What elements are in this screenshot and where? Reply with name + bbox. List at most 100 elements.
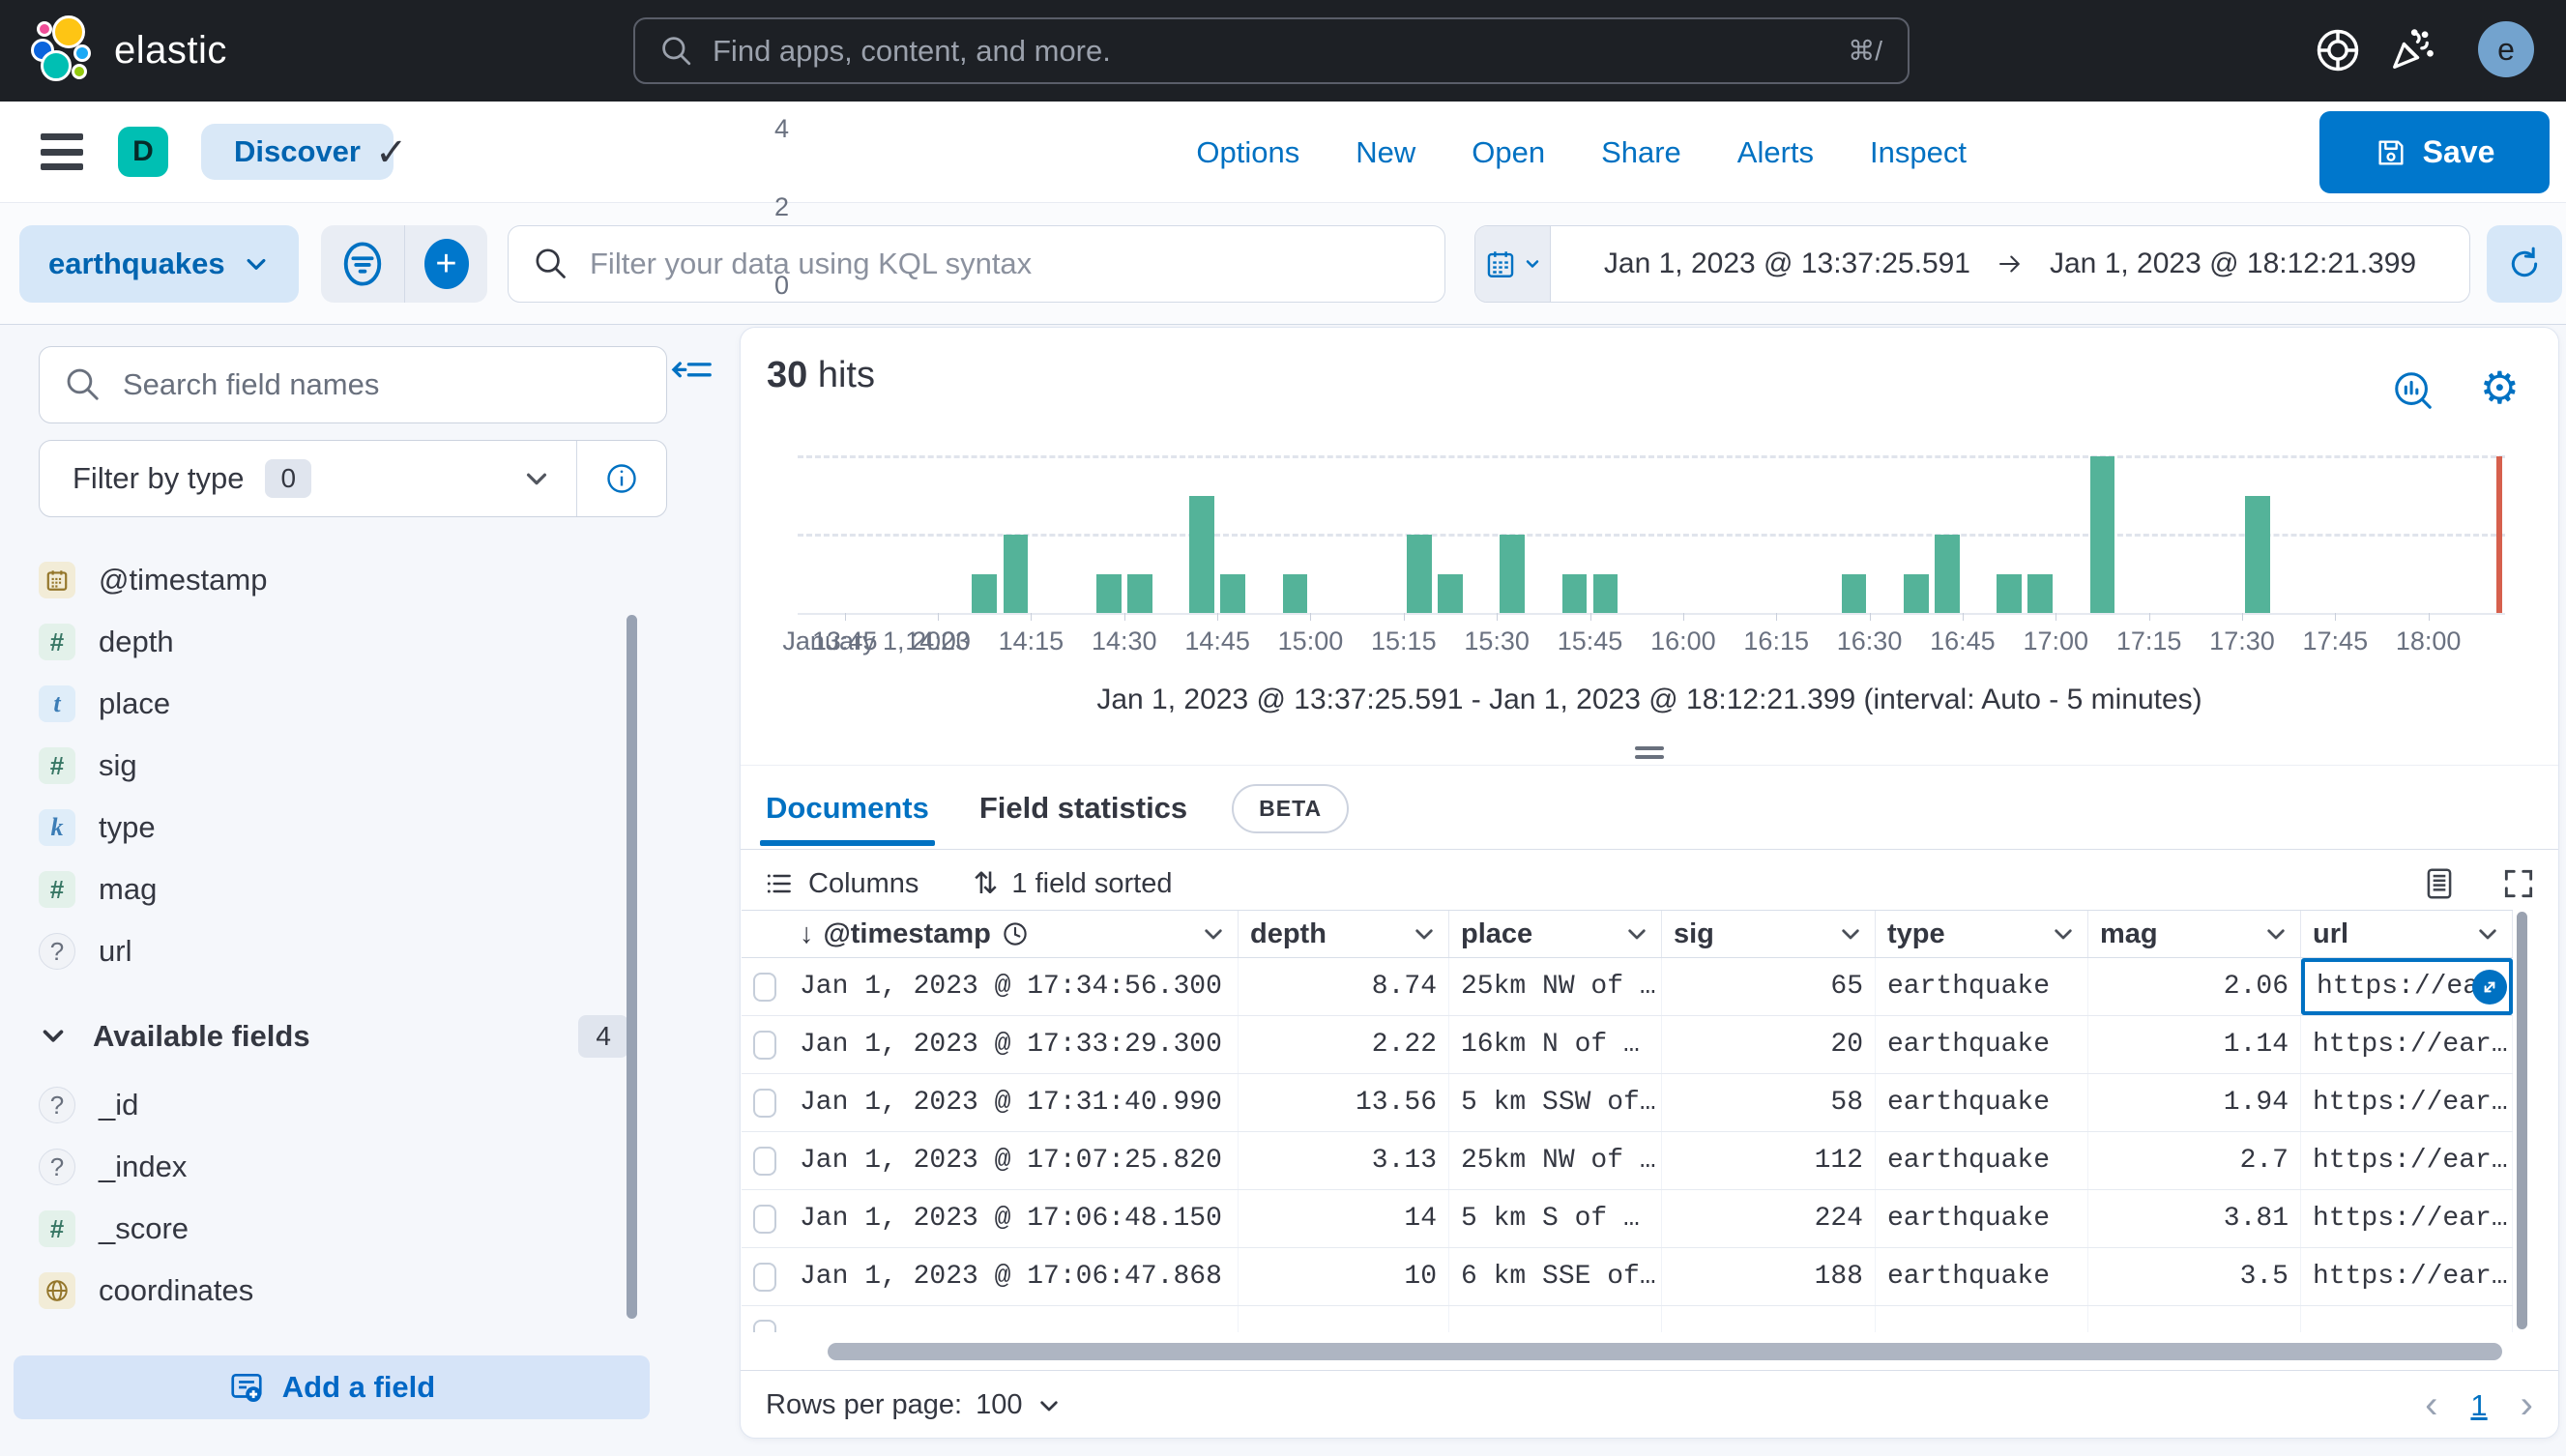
cell-url[interactable]: https://ear… bbox=[2301, 1132, 2513, 1189]
chevron-down-icon[interactable] bbox=[2475, 921, 2500, 946]
cell-mag[interactable]: 2.7 bbox=[2088, 1132, 2301, 1189]
field-item-mag[interactable]: # mag bbox=[39, 859, 599, 920]
page-number[interactable]: 1 bbox=[2470, 1387, 2488, 1422]
cell-sig[interactable]: 65 bbox=[1662, 958, 1876, 1015]
cell-place[interactable]: 25km NW of … bbox=[1449, 1132, 1662, 1189]
cell-type[interactable]: earthquake bbox=[1876, 1016, 2088, 1073]
chevron-down-icon[interactable] bbox=[2263, 921, 2289, 946]
cell-depth[interactable]: 3.13 bbox=[1239, 1132, 1449, 1189]
nav-link-alerts[interactable]: Alerts bbox=[1736, 134, 1815, 169]
table-horizontal-scrollbar[interactable] bbox=[828, 1343, 2502, 1360]
available-fields-header[interactable]: Available fields 4 bbox=[39, 1007, 628, 1065]
cell-type[interactable]: earthquake bbox=[1876, 1132, 2088, 1189]
saved-query-menu-button[interactable] bbox=[321, 225, 404, 303]
field-item-depth[interactable]: # depth bbox=[39, 611, 599, 673]
chevron-down-icon[interactable] bbox=[2051, 921, 2076, 946]
display-density-icon[interactable] bbox=[2421, 865, 2458, 902]
field-item-place[interactable]: t place bbox=[39, 673, 599, 735]
cell-mag[interactable]: 3.81 bbox=[2088, 1190, 2301, 1247]
cell-mag[interactable]: 3.5 bbox=[2088, 1248, 2301, 1305]
histogram-bar-16:50[interactable] bbox=[1997, 573, 2022, 613]
cell-place[interactable]: 5 km S of … bbox=[1449, 1190, 1662, 1247]
row-checkbox[interactable] bbox=[753, 1262, 776, 1292]
histogram-bar-16:35[interactable] bbox=[1903, 573, 1929, 613]
histogram-bar-15:20[interactable] bbox=[1438, 573, 1463, 613]
resize-handle[interactable] bbox=[1635, 742, 1664, 764]
gear-icon[interactable]: ⚙ bbox=[2479, 363, 2520, 413]
histogram-bar-14:25[interactable] bbox=[1095, 573, 1122, 613]
histogram-bar-17:05[interactable] bbox=[2089, 456, 2115, 613]
column-header-sig[interactable]: sig bbox=[1662, 911, 1876, 957]
column-header-url[interactable]: url bbox=[2301, 911, 2513, 957]
cell-url[interactable]: https://ear… bbox=[2301, 1016, 2513, 1073]
cell-mag[interactable]: 2.06 bbox=[2088, 958, 2301, 1015]
user-avatar[interactable]: e bbox=[2478, 21, 2534, 77]
nav-link-share[interactable]: Share bbox=[1601, 134, 1681, 169]
cell-sig[interactable]: 188 bbox=[1662, 1248, 1876, 1305]
cell-timestamp[interactable]: Jan 1, 2023 @ 17:33:29.300 bbox=[788, 1016, 1239, 1073]
fullscreen-icon[interactable] bbox=[2500, 865, 2537, 902]
field-item-id[interactable]: ? _id bbox=[39, 1074, 599, 1136]
cell-depth[interactable]: 10 bbox=[1239, 1248, 1449, 1305]
cell-depth[interactable]: 2.22 bbox=[1239, 1016, 1449, 1073]
filter-by-type-dropdown[interactable]: Filter by type 0 bbox=[39, 440, 667, 517]
columns-button[interactable]: Columns bbox=[764, 868, 919, 900]
histogram-bar-16:55[interactable] bbox=[2027, 573, 2054, 613]
date-to[interactable]: Jan 1, 2023 @ 18:12:21.399 bbox=[2050, 248, 2417, 279]
nav-link-options[interactable]: Options bbox=[1196, 134, 1300, 169]
cell-timestamp[interactable]: Jan 1, 2023 @ 17:06:47.868 bbox=[788, 1248, 1239, 1305]
histogram-bar-14:40[interactable] bbox=[1189, 495, 1214, 613]
cell-sig[interactable]: 20 bbox=[1662, 1016, 1876, 1073]
sort-fields-button[interactable]: ⇅ 1 field sorted bbox=[973, 866, 1172, 901]
field-item-coordinates[interactable]: coordinates bbox=[39, 1260, 599, 1322]
save-button[interactable]: Save bbox=[2319, 111, 2550, 193]
cell-depth[interactable]: 8.74 bbox=[1239, 958, 1449, 1015]
table-vertical-scrollbar[interactable] bbox=[2517, 912, 2527, 1329]
refresh-button[interactable] bbox=[2487, 225, 2562, 303]
menu-hamburger-icon[interactable] bbox=[41, 133, 83, 170]
cell-sig[interactable]: 112 bbox=[1662, 1132, 1876, 1189]
next-page-icon[interactable]: › bbox=[2520, 1383, 2533, 1426]
field-item-score[interactable]: # _score bbox=[39, 1198, 599, 1260]
histogram-bar-15:15[interactable] bbox=[1407, 535, 1432, 613]
histogram-bar-17:30[interactable] bbox=[2245, 495, 2270, 613]
cell-mag[interactable]: 1.14 bbox=[2088, 1016, 2301, 1073]
field-item-url[interactable]: ? url bbox=[39, 920, 599, 982]
histogram-bar-14:55[interactable] bbox=[1282, 573, 1308, 613]
cell-timestamp[interactable]: Jan 1, 2023 @ 17:06:48.150 bbox=[788, 1190, 1239, 1247]
sidebar-scrollbar[interactable] bbox=[627, 615, 637, 1319]
row-checkbox[interactable] bbox=[753, 1204, 776, 1234]
field-item-type[interactable]: k type bbox=[39, 797, 599, 859]
histogram-bar-14:05[interactable] bbox=[972, 573, 998, 613]
field-search-input[interactable]: Search field names bbox=[39, 346, 667, 423]
data-view-picker[interactable]: earthquakes bbox=[19, 225, 299, 303]
row-checkbox[interactable] bbox=[753, 1030, 776, 1060]
date-quick-select-button[interactable] bbox=[1475, 226, 1551, 302]
cell-expand-button[interactable] bbox=[2472, 969, 2507, 1005]
histogram-bar-16:25[interactable] bbox=[1841, 573, 1867, 613]
histogram-bar-15:40[interactable] bbox=[1561, 573, 1588, 613]
cell-depth[interactable]: 13.56 bbox=[1239, 1074, 1449, 1131]
column-header-type[interactable]: type bbox=[1876, 911, 2088, 957]
cell-type[interactable]: earthquake bbox=[1876, 1074, 2088, 1131]
help-icon[interactable] bbox=[2313, 25, 2363, 75]
add-field-button[interactable]: Add a field bbox=[14, 1355, 650, 1419]
chevron-down-icon[interactable] bbox=[1624, 921, 1649, 946]
date-from[interactable]: Jan 1, 2023 @ 13:37:25.591 bbox=[1603, 248, 1970, 279]
cell-url[interactable]: https://ear… bbox=[2301, 1074, 2513, 1131]
histogram-bar-14:10[interactable] bbox=[1003, 535, 1029, 613]
cell-mag[interactable]: 1.94 bbox=[2088, 1074, 2301, 1131]
column-header-depth[interactable]: depth bbox=[1239, 911, 1449, 957]
tab-field-statistics[interactable]: Field statistics bbox=[978, 791, 1188, 825]
cell-type[interactable]: earthquake bbox=[1876, 958, 2088, 1015]
cell-sig[interactable]: 58 bbox=[1662, 1074, 1876, 1131]
row-checkbox[interactable] bbox=[753, 972, 776, 1002]
row-checkbox[interactable] bbox=[753, 1088, 776, 1118]
add-filter-button[interactable]: + bbox=[404, 225, 487, 303]
kql-query-input[interactable]: Filter your data using KQL syntax bbox=[508, 225, 1445, 303]
cell-url[interactable]: https://ear… bbox=[2301, 1190, 2513, 1247]
chevron-down-icon[interactable] bbox=[1412, 921, 1437, 946]
nav-link-open[interactable]: Open bbox=[1472, 134, 1546, 169]
chart-insights-icon[interactable] bbox=[2391, 368, 2435, 413]
breadcrumb-discover[interactable]: Discover bbox=[201, 124, 394, 180]
